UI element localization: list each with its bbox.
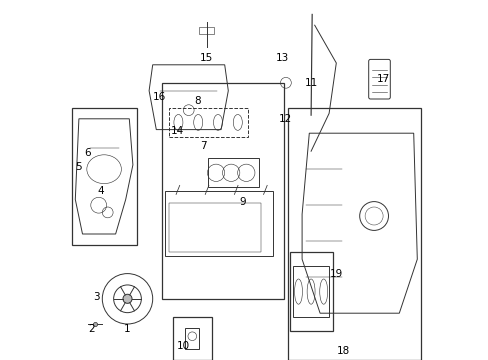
Text: 6: 6 xyxy=(84,148,91,158)
Text: 7: 7 xyxy=(200,141,206,151)
Bar xyxy=(172,317,212,360)
Text: 11: 11 xyxy=(304,78,317,88)
Text: 14: 14 xyxy=(171,126,184,136)
Text: 8: 8 xyxy=(194,96,201,106)
Bar xyxy=(199,27,213,34)
Text: 13: 13 xyxy=(275,53,288,63)
Bar xyxy=(165,191,273,256)
Text: 4: 4 xyxy=(97,186,103,196)
Text: 3: 3 xyxy=(93,292,100,302)
Text: 18: 18 xyxy=(336,346,349,356)
Bar xyxy=(168,108,247,137)
Text: 16: 16 xyxy=(153,92,166,102)
Bar xyxy=(162,83,284,299)
Text: 19: 19 xyxy=(329,269,342,279)
Text: 5: 5 xyxy=(76,162,82,172)
Bar xyxy=(72,108,136,245)
Text: 1: 1 xyxy=(124,324,131,334)
Bar xyxy=(289,252,332,331)
Text: 17: 17 xyxy=(376,74,389,84)
Text: 15: 15 xyxy=(200,53,213,63)
Bar xyxy=(208,158,258,187)
Bar xyxy=(168,203,260,252)
Bar xyxy=(185,328,199,349)
Text: 2: 2 xyxy=(88,324,95,334)
Bar xyxy=(287,108,420,360)
Circle shape xyxy=(122,294,132,303)
Text: 12: 12 xyxy=(279,114,292,124)
Bar xyxy=(292,266,328,317)
Text: 10: 10 xyxy=(176,341,189,351)
Text: 9: 9 xyxy=(239,197,245,207)
